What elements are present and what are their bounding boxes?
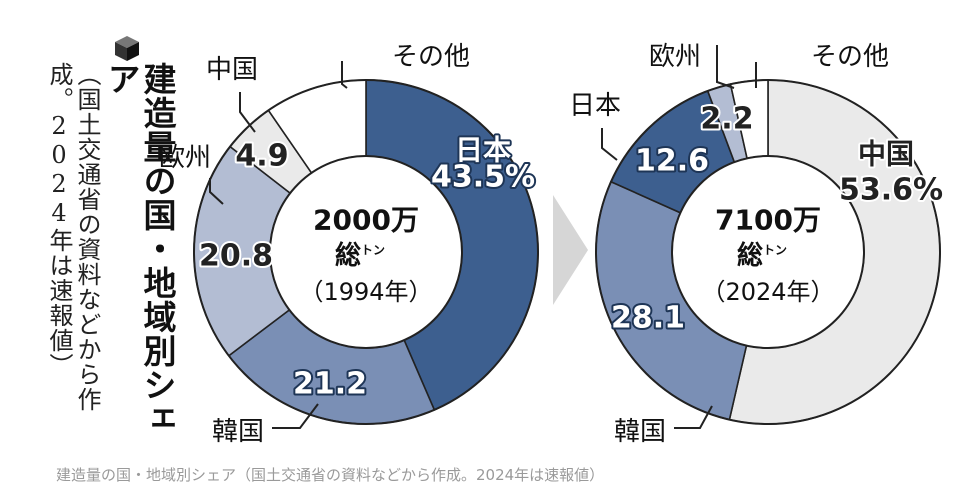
- callout-line: [716, 45, 735, 89]
- total-unit-small: トン: [763, 243, 787, 257]
- chevron-right-icon: [553, 195, 588, 305]
- slice-value: 12.6: [635, 144, 709, 179]
- slice-value: 21.2: [293, 367, 367, 402]
- slice-name: 韓国: [212, 417, 264, 447]
- donut-outline: [193, 79, 539, 425]
- total-unit-small: トン: [361, 243, 385, 257]
- slice-name: 日本: [455, 134, 511, 167]
- donut-hole: [269, 155, 463, 349]
- total-unit-main: 総: [335, 240, 361, 271]
- slice-name: 欧州: [159, 143, 211, 173]
- chart-title: 建造量の国・地域別シェア: [102, 62, 177, 436]
- donut-outline: [595, 79, 941, 425]
- callout-line: [272, 403, 319, 429]
- total-value: 7100万: [715, 204, 821, 237]
- slice-value: 53.6%: [839, 173, 943, 208]
- slice-name: その他: [392, 42, 470, 72]
- year-label: （1994年）: [299, 278, 432, 306]
- total-value: 2000万: [313, 204, 419, 237]
- callout-line: [341, 61, 348, 89]
- slice-value: 2.2: [700, 102, 753, 137]
- cube-icon: [115, 36, 139, 61]
- donut-charts: 2000万総トン（1994年）日本43.5%韓国21.2欧州20.8中国4.9そ…: [159, 42, 945, 447]
- callout-line: [209, 178, 224, 205]
- total-unit: 総トン: [737, 240, 787, 271]
- slice-value: 4.9: [235, 139, 288, 174]
- callout-line: [674, 405, 713, 429]
- total-unit: 総トン: [335, 240, 385, 271]
- slice-value: 20.8: [199, 239, 273, 274]
- callout-line: [601, 128, 618, 161]
- slice-name: 中国: [206, 55, 258, 85]
- year-label: （2024年）: [701, 278, 834, 306]
- total-unit-main: 総: [737, 240, 763, 271]
- donut-hole: [671, 155, 865, 349]
- figure-caption: 建造量の国・地域別シェア（国土交通省の資料などから作成。2024年は速報値）: [56, 466, 605, 484]
- slice-name: その他: [811, 42, 889, 72]
- slice-value: 43.5%: [431, 160, 535, 195]
- slice-value: 28.1: [611, 301, 685, 336]
- chart-figure: 建造量の国・地域別シェア （国土交通省の資料などから作成。2024年は速報値） …: [45, 36, 945, 447]
- chart-source-note: （国土交通省の資料などから作成。2024年は速報値）: [45, 62, 101, 412]
- callout-line: [239, 92, 256, 133]
- slice-name: 韓国: [614, 417, 666, 447]
- slice-name: 日本: [569, 91, 621, 121]
- slice-name: 中国: [858, 138, 914, 171]
- slice-name: 欧州: [649, 42, 701, 72]
